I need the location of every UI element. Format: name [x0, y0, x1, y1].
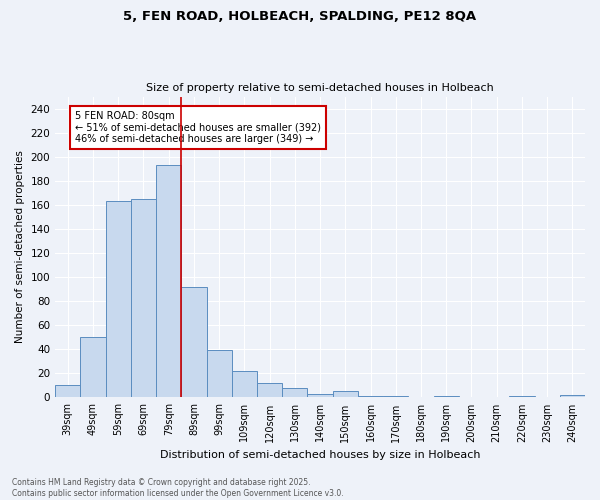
Text: 5 FEN ROAD: 80sqm
← 51% of semi-detached houses are smaller (392)
46% of semi-de: 5 FEN ROAD: 80sqm ← 51% of semi-detached…: [76, 111, 322, 144]
Bar: [131, 199, 156, 398]
Bar: [434, 396, 459, 398]
Bar: [181, 286, 206, 398]
Bar: [206, 350, 232, 398]
Bar: [257, 383, 282, 398]
Text: Contains HM Land Registry data © Crown copyright and database right 2025.
Contai: Contains HM Land Registry data © Crown c…: [12, 478, 344, 498]
X-axis label: Distribution of semi-detached houses by size in Holbeach: Distribution of semi-detached houses by …: [160, 450, 481, 460]
Text: 5, FEN ROAD, HOLBEACH, SPALDING, PE12 8QA: 5, FEN ROAD, HOLBEACH, SPALDING, PE12 8Q…: [124, 10, 476, 23]
Bar: [282, 388, 307, 398]
Bar: [106, 202, 131, 398]
Bar: [156, 165, 181, 398]
Bar: [358, 396, 383, 398]
Bar: [332, 392, 358, 398]
Bar: [509, 396, 535, 398]
Bar: [307, 394, 332, 398]
Bar: [383, 396, 409, 398]
Bar: [232, 371, 257, 398]
Bar: [80, 338, 106, 398]
Title: Size of property relative to semi-detached houses in Holbeach: Size of property relative to semi-detach…: [146, 83, 494, 93]
Y-axis label: Number of semi-detached properties: Number of semi-detached properties: [15, 150, 25, 344]
Bar: [560, 395, 585, 398]
Bar: [55, 386, 80, 398]
